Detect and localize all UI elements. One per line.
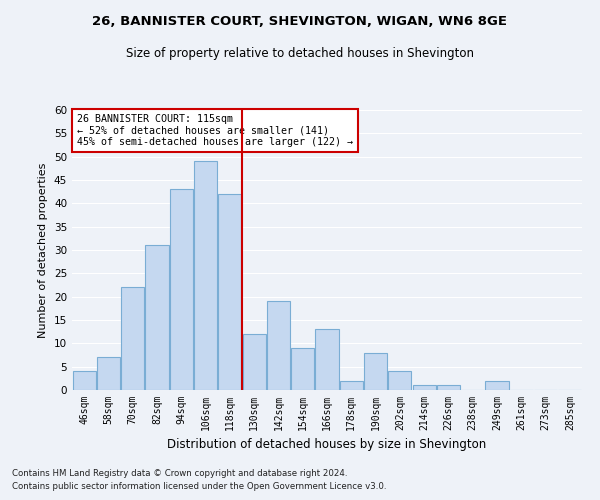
Bar [291,348,314,390]
Bar [316,330,338,390]
Bar [170,190,193,390]
Bar [364,352,387,390]
Bar [340,380,363,390]
Bar [145,246,169,390]
Bar [194,162,217,390]
Bar [267,302,290,390]
Bar [121,288,144,390]
Bar [413,386,436,390]
Bar [218,194,241,390]
Bar [242,334,266,390]
Text: 26, BANNISTER COURT, SHEVINGTON, WIGAN, WN6 8GE: 26, BANNISTER COURT, SHEVINGTON, WIGAN, … [92,15,508,28]
Text: 26 BANNISTER COURT: 115sqm
← 52% of detached houses are smaller (141)
45% of sem: 26 BANNISTER COURT: 115sqm ← 52% of deta… [77,114,353,148]
X-axis label: Distribution of detached houses by size in Shevington: Distribution of detached houses by size … [167,438,487,452]
Bar [437,386,460,390]
Bar [388,372,412,390]
Text: Contains HM Land Registry data © Crown copyright and database right 2024.: Contains HM Land Registry data © Crown c… [12,468,347,477]
Text: Size of property relative to detached houses in Shevington: Size of property relative to detached ho… [126,48,474,60]
Bar [485,380,509,390]
Text: Contains public sector information licensed under the Open Government Licence v3: Contains public sector information licen… [12,482,386,491]
Bar [97,358,120,390]
Bar [73,372,95,390]
Y-axis label: Number of detached properties: Number of detached properties [38,162,49,338]
